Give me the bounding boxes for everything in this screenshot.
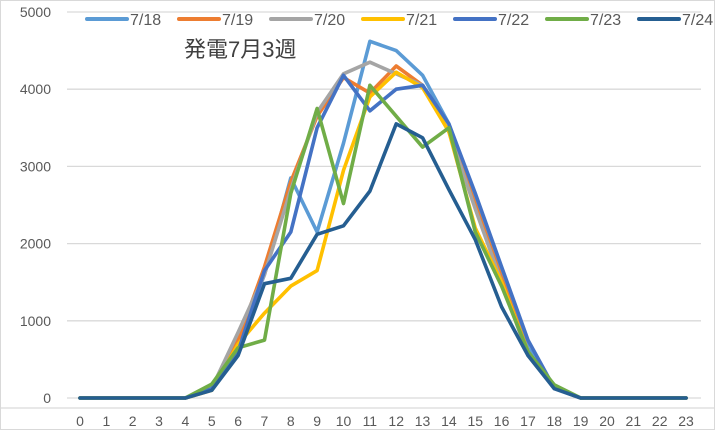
y-tick-label: 4000 xyxy=(20,81,51,97)
x-tick-label: 7 xyxy=(261,413,269,429)
series-line-7-24 xyxy=(78,122,688,400)
legend-item: 7/20 xyxy=(269,12,345,29)
x-tick-label: 23 xyxy=(678,413,694,429)
x-tick-label: 13 xyxy=(415,413,431,429)
series-line-7-23 xyxy=(78,83,688,400)
x-tick-label: 3 xyxy=(155,413,163,429)
x-tick-label: 20 xyxy=(599,413,615,429)
x-tick-label: 15 xyxy=(467,413,483,429)
x-tick-label: 21 xyxy=(626,413,642,429)
legend-label: 7/21 xyxy=(406,12,437,29)
x-tick-label: 5 xyxy=(208,413,216,429)
x-tick-label: 2 xyxy=(129,413,137,429)
x-tick-label: 22 xyxy=(652,413,668,429)
x-axis: 0 1 2 3 4 5 6 7 8 9 10 11 12 13 14 15 16 17 18 19 20 21 22 23 xyxy=(1,407,714,429)
x-tick-label: 18 xyxy=(547,413,563,429)
x-tick-label: 19 xyxy=(573,413,589,429)
legend-item: 7/18 xyxy=(85,12,161,29)
y-tick-label: 2000 xyxy=(20,236,51,252)
legend-label: 7/18 xyxy=(130,12,161,29)
legend-label: 7/22 xyxy=(498,12,529,29)
series-line-7-19 xyxy=(78,64,688,400)
x-tick-label: 0 xyxy=(76,413,84,429)
x-tick-label: 17 xyxy=(520,413,536,429)
legend-item: 7/23 xyxy=(545,12,621,29)
series-line-7-18 xyxy=(78,39,688,400)
x-tick-label: 11 xyxy=(363,413,378,429)
y-tick-label: 1000 xyxy=(20,313,51,329)
y-tick-label: 0 xyxy=(43,390,51,406)
x-tick-label: 8 xyxy=(287,413,295,429)
chart-title: 発電7月3週 xyxy=(184,37,296,62)
x-tick-label: 6 xyxy=(234,413,242,429)
legend-item: 7/24 xyxy=(637,12,713,29)
series-lines xyxy=(78,39,688,400)
legend-label: 7/19 xyxy=(222,12,253,29)
x-tick-label: 4 xyxy=(182,413,190,429)
legend: 7/18 7/19 7/20 7/21 7/22 7/23 7/24 xyxy=(85,12,713,29)
y-tick-label: 5000 xyxy=(20,4,51,20)
x-tick-label: 14 xyxy=(441,413,457,429)
legend-item: 7/19 xyxy=(177,12,253,29)
y-tick-label: 3000 xyxy=(20,158,51,174)
x-tick-label: 10 xyxy=(336,413,352,429)
legend-label: 7/24 xyxy=(682,12,713,29)
x-tick-label: 1 xyxy=(102,413,110,429)
legend-item: 7/22 xyxy=(453,12,529,29)
series-line-7-21 xyxy=(78,70,688,400)
x-tick-label: 12 xyxy=(388,413,404,429)
legend-label: 7/23 xyxy=(590,12,621,29)
series-line-7-22 xyxy=(78,73,688,400)
y-axis: 0 1000 2000 3000 4000 5000 xyxy=(20,4,51,406)
legend-label: 7/20 xyxy=(314,12,345,29)
series-line-7-20 xyxy=(78,60,688,400)
legend-item: 7/21 xyxy=(361,12,437,29)
x-tick-label: 9 xyxy=(313,413,321,429)
x-tick-label: 16 xyxy=(494,413,510,429)
